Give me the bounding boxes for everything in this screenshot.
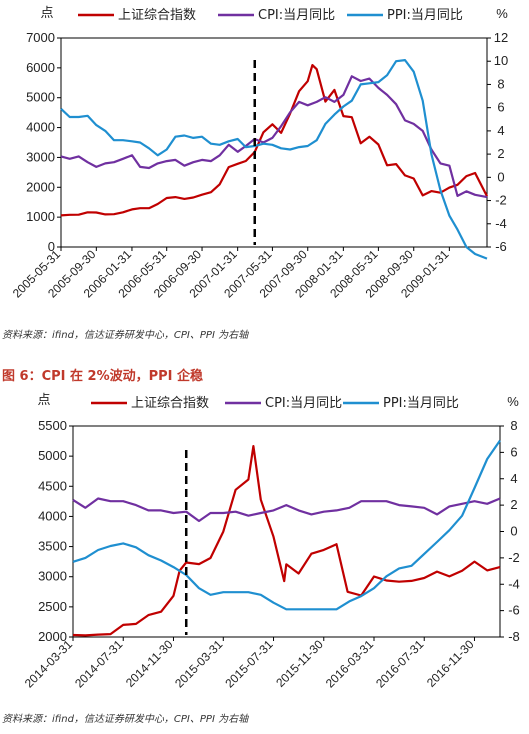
right-axis-unit: % — [507, 394, 519, 409]
right-axis-unit: % — [496, 6, 508, 21]
series-line-2 — [72, 497, 501, 523]
left-tick-label: 2500 — [38, 599, 67, 614]
right-tick-label: 12 — [494, 30, 508, 45]
left-tick-label: 2000 — [26, 179, 55, 194]
chart-1: 0 1000 2000 3000 4000 5000 6000 7000 -6 -4 -2 0 2 4 6 8… — [2, 5, 508, 341]
series-line-1 — [72, 445, 501, 637]
plot-frame — [60, 37, 488, 248]
right-tick-label: 0 — [510, 524, 517, 539]
right-tick-label: -2 — [495, 193, 507, 208]
left-tick-label: 0 — [48, 239, 55, 254]
series-line-2 — [60, 75, 488, 199]
left-tick-label: 4500 — [38, 478, 67, 493]
source-note: 资料来源：ifind，信达证券研发中心，CPI、PPI 为右轴 — [2, 713, 249, 725]
x-tick-label: 2016-11-30 — [424, 637, 477, 690]
source-note: 资料来源：ifind，信达证券研发中心，CPI、PPI 为右轴 — [2, 329, 249, 341]
right-tick-label: -4 — [508, 576, 520, 591]
legend-label: 上证综合指数 — [131, 396, 209, 411]
left-tick-label: 3000 — [26, 149, 55, 164]
left-tick-label: 5500 — [38, 418, 67, 433]
series-line-3 — [72, 439, 501, 611]
series-line-3 — [60, 58, 488, 260]
left-tick-label: 3500 — [38, 539, 67, 554]
left-tick-label: 6000 — [26, 60, 55, 75]
left-tick-label: 7000 — [26, 30, 55, 45]
x-tick-label: 2014-07-31 — [72, 637, 126, 691]
x-tick-label: 2016-07-31 — [373, 637, 427, 691]
plot-frame — [72, 425, 501, 638]
left-tick-label: 1000 — [26, 209, 55, 224]
left-tick-label: 3000 — [38, 569, 67, 584]
x-tick-label: 2015-11-30 — [273, 637, 326, 690]
right-tick-label: 4 — [510, 471, 517, 486]
left-tick-label: 5000 — [26, 90, 55, 105]
right-tick-label: 6 — [497, 100, 504, 115]
right-tick-label: 2 — [510, 497, 517, 512]
legend-label: PPI:当月同比 — [387, 8, 463, 23]
x-tick-label: 2016-03-31 — [323, 637, 377, 691]
right-tick-label: -6 — [495, 239, 507, 254]
right-tick-label: -2 — [508, 550, 520, 565]
right-tick-label: 4 — [497, 123, 504, 138]
left-axis-unit: 点 — [37, 392, 50, 407]
right-tick-label: -8 — [508, 629, 520, 644]
x-tick-label: 2015-07-31 — [222, 637, 276, 691]
left-tick-label: 4000 — [38, 508, 67, 523]
series-line-1 — [60, 63, 488, 217]
right-tick-label: 10 — [494, 53, 508, 68]
chart-2: 图 6：CPI 在 2%波动，PPI 企稳 2000 2500 3000 3500 400… — [2, 368, 520, 725]
chart-title: 图 6：CPI 在 2%波动，PPI 企稳 — [2, 368, 203, 384]
right-tick-label: 8 — [497, 76, 504, 91]
legend-label: PPI:当月同比 — [383, 396, 459, 411]
legend-label: CPI:当月同比 — [258, 8, 335, 23]
right-tick-label: 8 — [510, 418, 517, 433]
legend-label: CPI:当月同比 — [265, 396, 342, 411]
left-tick-label: 2000 — [38, 629, 67, 644]
right-tick-label: -4 — [495, 216, 507, 231]
left-tick-label: 4000 — [26, 120, 55, 135]
left-axis-unit: 点 — [40, 5, 53, 20]
x-tick-label: 2015-03-31 — [172, 637, 226, 691]
left-tick-label: 5000 — [38, 448, 67, 463]
right-tick-label: 2 — [497, 146, 504, 161]
legend-label: 上证综合指数 — [118, 8, 196, 23]
right-tick-label: 0 — [497, 169, 504, 184]
right-tick-label: 6 — [510, 444, 517, 459]
x-tick-label: 2014-03-31 — [22, 637, 76, 691]
right-tick-label: -6 — [508, 603, 520, 618]
x-tick-label: 2014-11-30 — [123, 637, 176, 690]
